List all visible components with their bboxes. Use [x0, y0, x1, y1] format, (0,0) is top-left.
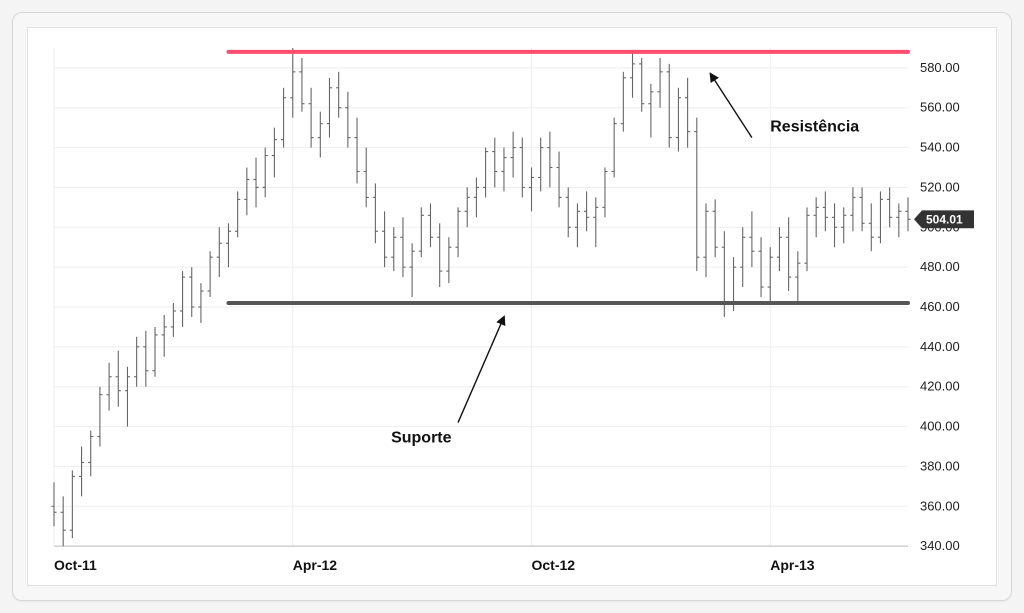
- y-tick-label: 420.00: [920, 379, 960, 394]
- chart-plot-area: Resistência Suporte 340.00 360.00 380.00 400.…: [27, 27, 997, 586]
- y-tick-label: 480.00: [920, 259, 960, 274]
- ohlc-chart: Resistência Suporte 340.00 360.00 380.00 400.…: [28, 28, 996, 585]
- y-tick-label: 380.00: [920, 458, 960, 473]
- last-price-label: 504.01: [926, 212, 963, 226]
- last-price-badge: 504.01: [914, 210, 974, 228]
- y-tick-label: 520.00: [920, 179, 960, 194]
- y-tick-label: 560.00: [920, 100, 960, 115]
- y-tick-label: 440.00: [920, 339, 960, 354]
- x-tick-label: Apr-12: [293, 557, 338, 573]
- x-tick-label: Apr-13: [770, 557, 815, 573]
- support-arrow: [458, 317, 504, 423]
- y-tick-label: 340.00: [920, 538, 960, 553]
- y-tick-label: 540.00: [920, 140, 960, 155]
- x-tick-label: Oct-11: [54, 557, 97, 573]
- y-tick-label: 360.00: [920, 498, 960, 513]
- chart-card: Resistência Suporte 340.00 360.00 380.00 400.…: [12, 12, 1012, 601]
- support-label: Suporte: [391, 430, 452, 447]
- y-tick-label: 460.00: [920, 299, 960, 314]
- resistance-label: Resistência: [770, 119, 859, 136]
- y-tick-label: 580.00: [920, 60, 960, 75]
- x-tick-label: Oct-12: [532, 557, 576, 573]
- y-tick-label: 400.00: [920, 419, 960, 434]
- resistance-arrow: [711, 74, 752, 138]
